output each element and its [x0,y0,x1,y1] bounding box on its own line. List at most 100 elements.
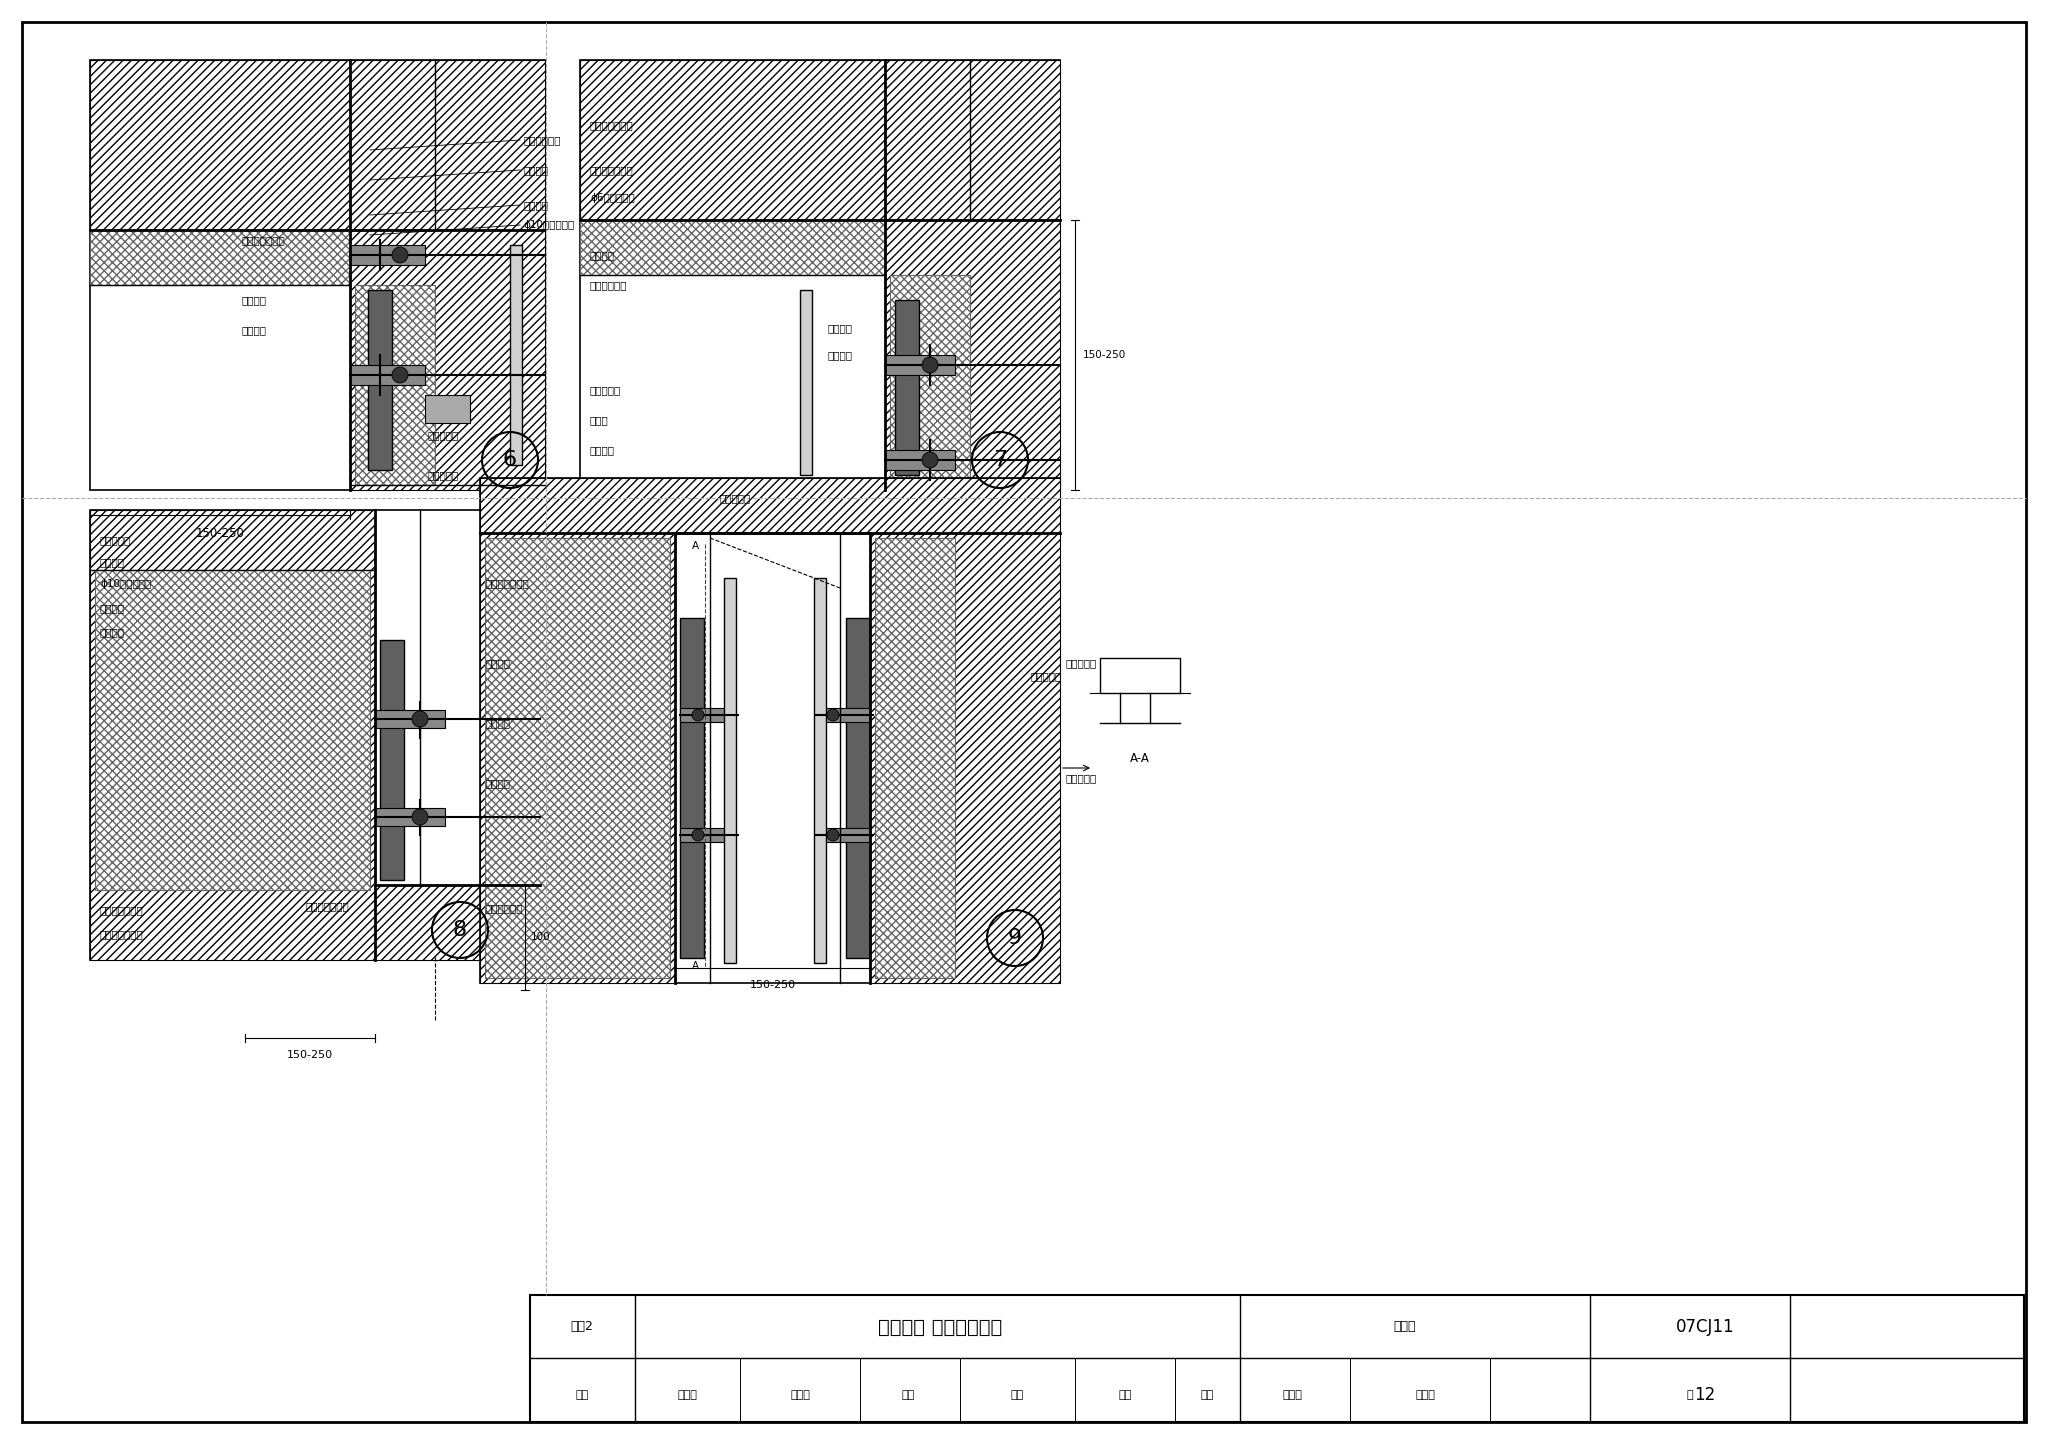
Bar [479,478,1061,533]
Text: 保温材料: 保温材料 [485,778,510,788]
Text: 铝塑复合板: 铝塑复合板 [590,386,621,396]
Text: 铝质网孔板: 铝质网孔板 [1065,773,1096,783]
Bar [680,708,735,722]
Bar [94,570,371,890]
Bar [350,365,426,386]
Text: 铝质支座: 铝质支座 [522,165,549,175]
Bar [580,61,1061,219]
Bar [885,219,1061,490]
Bar [426,396,469,423]
Text: 页: 页 [1688,1391,1694,1401]
Text: 铝质支座: 铝质支座 [100,557,125,567]
Text: 8: 8 [453,920,467,940]
Bar [680,618,705,957]
Text: 加强角铝: 加强角铝 [590,445,614,455]
Text: 防风防水透气膜: 防风防水透气膜 [242,235,285,245]
Bar [90,510,375,960]
Text: 铝塑复合板: 铝塑复合板 [100,534,131,544]
Bar [381,640,403,879]
Text: ϕ6不锈钢销轴: ϕ6不锈钢销轴 [590,193,635,204]
Text: 散水见具体工程: 散水见具体工程 [305,901,348,911]
Text: 150-250: 150-250 [1083,349,1126,360]
Text: 12: 12 [1694,1386,1716,1404]
Text: 图集号: 图集号 [1395,1320,1417,1333]
Text: 保温材料: 保温材料 [590,250,614,260]
Text: 铝质支座: 铝质支座 [485,658,510,669]
Text: 防风防水透气膜: 防风防水透气膜 [590,120,633,130]
Text: 7: 7 [993,451,1008,469]
Text: 防风防水透气膜: 防风防水透气膜 [100,928,143,939]
Text: 铝塑复合板: 铝塑复合板 [721,492,752,503]
Text: 不锈钢弹簧挡圈: 不锈钢弹簧挡圈 [590,165,633,175]
Text: 150-250: 150-250 [287,1050,334,1060]
Text: 刘珑: 刘珑 [1118,1391,1133,1401]
Bar [813,578,825,963]
Text: 150-250: 150-250 [195,527,244,540]
Text: 防风防水透气膜: 防风防水透气膜 [485,578,528,588]
Text: 专用膨胀螺钉: 专用膨胀螺钉 [522,134,561,144]
Bar [580,219,885,274]
Bar [801,290,811,475]
Text: 刘珰: 刘珰 [1010,1391,1024,1401]
Text: 下部铝质网孔板: 下部铝质网孔板 [100,905,143,915]
Text: 铝质立柱: 铝质立柱 [100,604,125,614]
Bar [489,630,502,875]
Bar [885,451,954,469]
Text: 9: 9 [1008,928,1022,949]
Text: 张单荣: 张单荣 [1415,1391,1436,1401]
Bar [350,230,545,490]
Text: 设计: 设计 [1200,1391,1214,1401]
Circle shape [922,357,938,373]
Text: 07CJ11: 07CJ11 [1675,1318,1735,1336]
Bar [885,355,954,375]
Text: A: A [692,962,698,970]
Bar [479,478,1061,983]
Bar [350,245,426,266]
Text: 铝塑复合板: 铝塑复合板 [428,469,459,479]
Text: 结构胶: 结构胶 [590,414,608,425]
Bar [874,539,954,978]
Circle shape [412,809,428,825]
Bar [90,61,545,230]
Text: 铝质立柱: 铝质立柱 [522,201,549,209]
Bar [354,284,434,485]
Text: 专用膨胀螺钉: 专用膨胀螺钉 [485,902,522,913]
Text: ϕ10不锈钢销轴: ϕ10不锈钢销轴 [522,219,573,230]
Circle shape [391,367,408,383]
Text: 审核: 审核 [575,1391,588,1401]
Text: 排水槽龙骨: 排水槽龙骨 [1065,658,1096,669]
Bar [1100,658,1180,693]
Circle shape [391,247,408,263]
Bar [895,300,920,475]
Text: 加强角铝: 加强角铝 [242,325,266,335]
Text: A-A: A-A [1130,751,1149,764]
Circle shape [692,829,705,840]
Bar [891,274,971,485]
Text: 6: 6 [504,451,516,469]
Bar [725,578,735,963]
Circle shape [827,829,840,840]
Circle shape [412,710,428,726]
Bar [90,510,541,960]
Bar [375,710,444,728]
Bar [510,245,522,465]
Bar [870,533,1061,983]
Bar [846,618,870,957]
Text: 铝质支座: 铝质支座 [827,323,854,334]
Text: 150-250: 150-250 [750,980,795,991]
Text: 保温材料: 保温材料 [242,295,266,305]
Text: 张华荣: 张华荣 [1282,1391,1303,1401]
Bar [489,888,502,943]
Text: ϕ10不锈钢销轴: ϕ10不锈钢销轴 [100,579,152,589]
Bar [90,230,350,284]
Text: 铝质立柱: 铝质立柱 [827,349,854,360]
Circle shape [827,709,840,721]
Circle shape [922,452,938,468]
Text: 潘志兵: 潘志兵 [678,1391,696,1401]
Bar [375,809,444,826]
Text: 潘志兵: 潘志兵 [791,1391,809,1401]
Bar [530,1295,2023,1422]
Bar [375,885,541,960]
Circle shape [692,709,705,721]
Bar [815,708,870,722]
